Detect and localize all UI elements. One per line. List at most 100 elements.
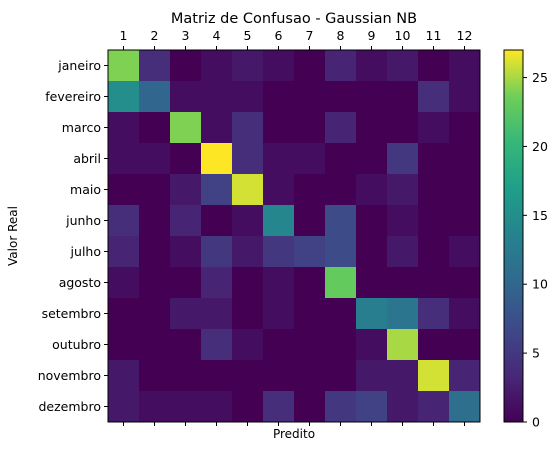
heatmap-cell-r2-c9 [356, 81, 388, 113]
colorbar-tick-label: 0 [532, 415, 540, 430]
heatmap-cell-r3-c8 [325, 112, 357, 144]
heatmap-cell-r4-c3 [170, 143, 202, 175]
heatmap-cell-r6-c5 [232, 205, 264, 237]
heatmap-cell-r7-c6 [263, 236, 295, 268]
heatmap-cell-r7-c10 [387, 236, 419, 268]
heatmap-cell-r7-c8 [325, 236, 357, 268]
y-tick-label: abril [73, 151, 101, 166]
chart-title: Matriz de Confusao - Gaussian NB [171, 11, 417, 27]
heatmap-cell-r1-c9 [356, 50, 388, 82]
heatmap-cell-r1-c10 [387, 50, 419, 82]
heatmap-cell-r9-c1 [108, 298, 140, 330]
heatmap-cell-r3-c1 [108, 112, 140, 144]
heatmap-cell-r2-c7 [294, 81, 326, 113]
heatmap-cell-r5-c10 [387, 174, 419, 206]
heatmap-cell-r9-c10 [387, 298, 419, 330]
heatmap-cells [108, 50, 481, 423]
y-tick-label: julho [70, 244, 101, 259]
heatmap-cell-r10-c11 [418, 329, 450, 361]
heatmap-cell-r11-c10 [387, 360, 419, 392]
heatmap-cell-r6-c1 [108, 205, 140, 237]
heatmap-cell-r8-c4 [201, 267, 233, 299]
heatmap-cell-r11-c3 [170, 360, 202, 392]
heatmap-cell-r10-c7 [294, 329, 326, 361]
heatmap-cell-r1-c7 [294, 50, 326, 82]
heatmap-cell-r4-c2 [139, 143, 171, 175]
heatmap-cell-r2-c12 [449, 81, 481, 113]
x-axis-label: Predito [273, 427, 315, 441]
heatmap-cell-r12-c5 [232, 391, 264, 423]
heatmap-cell-r4-c9 [356, 143, 388, 175]
heatmap-cell-r7-c12 [449, 236, 481, 268]
colorbar-ticks: 0 5 10 15 20 25 [523, 70, 548, 430]
y-tick-label: marco [62, 120, 101, 135]
heatmap-cell-r9-c7 [294, 298, 326, 330]
y-tick-label: outubro [52, 337, 101, 352]
heatmap-cell-r8-c7 [294, 267, 326, 299]
heatmap-cell-r4-c11 [418, 143, 450, 175]
heatmap-cell-r4-c4 [201, 143, 233, 175]
y-tick-label: setembro [42, 306, 101, 321]
heatmap-cell-r7-c11 [418, 236, 450, 268]
heatmap-cell-r11-c1 [108, 360, 140, 392]
heatmap-cell-r10-c4 [201, 329, 233, 361]
heatmap-cell-r3-c10 [387, 112, 419, 144]
heatmap-cell-r10-c1 [108, 329, 140, 361]
plot-frame [107, 49, 481, 423]
heatmap-cell-r12-c12 [449, 391, 481, 423]
heatmap-cell-r1-c6 [263, 50, 295, 82]
heatmap-cell-r5-c8 [325, 174, 357, 206]
heatmap-cell-r11-c5 [232, 360, 264, 392]
heatmap-cell-r11-c4 [201, 360, 233, 392]
heatmap-cell-r2-c2 [139, 81, 171, 113]
x-tick-label: 4 [213, 28, 221, 43]
heatmap-cell-r5-c2 [139, 174, 171, 206]
heatmap-cell-r11-c8 [325, 360, 357, 392]
colorbar-tick-label: 5 [532, 346, 540, 361]
x-tick-label: 1 [120, 28, 128, 43]
heatmap-cell-r10-c9 [356, 329, 388, 361]
heatmap-cell-r1-c2 [139, 50, 171, 82]
heatmap-cell-r6-c7 [294, 205, 326, 237]
heatmap-cell-r1-c3 [170, 50, 202, 82]
y-tick-label: maio [70, 182, 101, 197]
heatmap-cell-r12-c11 [418, 391, 450, 423]
heatmap-cell-r1-c5 [232, 50, 264, 82]
colorbar-tick-label: 10 [532, 277, 548, 292]
colorbar-tick-label: 25 [532, 70, 548, 85]
heatmap-cell-r2-c1 [108, 81, 140, 113]
heatmap-cell-r2-c8 [325, 81, 357, 113]
heatmap-cell-r11-c2 [139, 360, 171, 392]
heatmap-cell-r7-c2 [139, 236, 171, 268]
heatmap-cell-r3-c3 [170, 112, 202, 144]
heatmap-cell-r10-c8 [325, 329, 357, 361]
heatmap-cell-r8-c12 [449, 267, 481, 299]
heatmap-cell-r3-c5 [232, 112, 264, 144]
heatmap-cell-r3-c7 [294, 112, 326, 144]
heatmap-cell-r6-c3 [170, 205, 202, 237]
heatmap-cell-r2-c6 [263, 81, 295, 113]
heatmap-cell-r6-c4 [201, 205, 233, 237]
heatmap-cell-r11-c7 [294, 360, 326, 392]
heatmap-cell-r9-c11 [418, 298, 450, 330]
heatmap-cell-r3-c9 [356, 112, 388, 144]
heatmap-cell-r4-c1 [108, 143, 140, 175]
heatmap-cell-r5-c12 [449, 174, 481, 206]
x-tick-label: 8 [337, 28, 345, 43]
heatmap-cell-r10-c12 [449, 329, 481, 361]
x-axis-ticks: 1 2 3 4 5 6 7 8 9 10 11 12 [120, 28, 472, 426]
heatmap-cell-r9-c12 [449, 298, 481, 330]
heatmap-cell-r9-c4 [201, 298, 233, 330]
x-tick-label: 7 [306, 28, 314, 43]
heatmap-cell-r11-c9 [356, 360, 388, 392]
heatmap-cell-r9-c3 [170, 298, 202, 330]
heatmap-cell-r12-c8 [325, 391, 357, 423]
x-tick-label: 11 [426, 28, 442, 43]
heatmap-cell-r6-c10 [387, 205, 419, 237]
heatmap-cell-r1-c12 [449, 50, 481, 82]
y-tick-label: fevereiro [45, 89, 101, 104]
heatmap-cell-r10-c2 [139, 329, 171, 361]
heatmap-cell-r2-c5 [232, 81, 264, 113]
heatmap-cell-r8-c8 [325, 267, 357, 299]
